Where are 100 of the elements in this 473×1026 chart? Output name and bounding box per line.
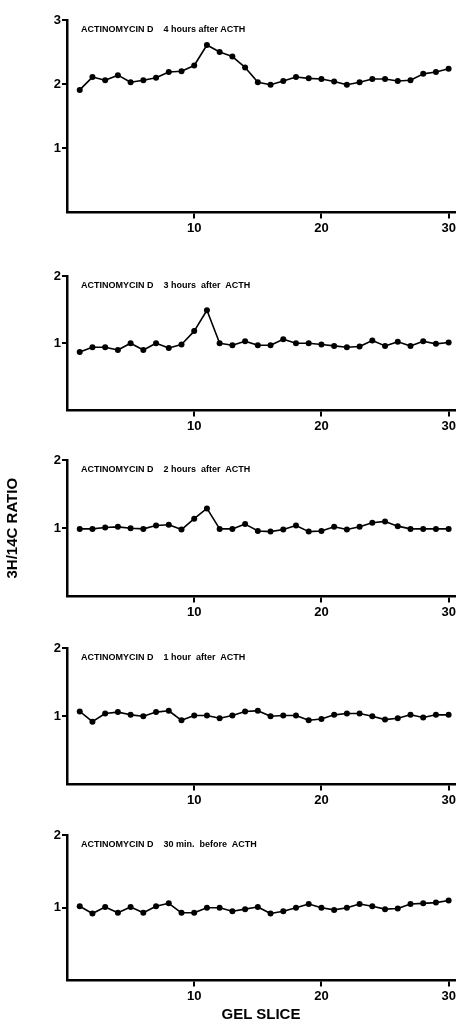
- point: [267, 342, 274, 349]
- x-tick-label: 10: [186, 791, 202, 807]
- point: [153, 74, 160, 81]
- text: ACTINOMYCIN D 3 hours after ACTH: [81, 280, 251, 291]
- point: [305, 901, 312, 908]
- point: [305, 340, 312, 347]
- point: [140, 525, 147, 532]
- point: [318, 341, 325, 348]
- point: [331, 342, 338, 349]
- point: [216, 340, 223, 347]
- x-axis-title: GEL SLICE: [221, 1005, 301, 1023]
- y-tick-label: 3: [53, 11, 61, 27]
- point: [394, 338, 401, 345]
- point: [394, 715, 401, 722]
- x-tick-label: 30: [441, 603, 456, 619]
- point: [114, 346, 121, 353]
- point: [242, 64, 249, 71]
- point: [140, 713, 147, 720]
- point: [165, 707, 172, 714]
- point: [382, 76, 389, 82]
- x-tick-label: 30: [441, 417, 456, 433]
- point: [305, 75, 312, 82]
- point: [356, 79, 363, 86]
- point: [343, 710, 350, 717]
- point: [140, 77, 147, 84]
- x-tick-label: 20: [314, 219, 329, 235]
- point: [102, 77, 109, 84]
- text: ACTINOMYCIN D 30 min. before ACTH: [81, 839, 257, 850]
- point: [102, 903, 109, 910]
- y-tick-label: 2: [53, 826, 61, 842]
- point: [178, 341, 185, 348]
- point: [229, 908, 236, 915]
- point: [127, 903, 134, 910]
- point: [153, 709, 160, 716]
- point: [191, 328, 198, 335]
- point: [432, 340, 439, 347]
- point: [292, 522, 299, 529]
- point: [114, 709, 121, 716]
- point: [242, 906, 249, 913]
- point: [127, 525, 134, 532]
- point: [432, 68, 439, 75]
- point: [407, 901, 414, 908]
- point: [305, 717, 312, 724]
- point: [331, 711, 338, 718]
- point: [153, 522, 160, 529]
- point: [254, 342, 261, 349]
- text: ACTINOMYCIN D 1 hour after ACTH: [81, 652, 246, 663]
- text: ACTINOMYCIN D 2 hours after ACTH: [81, 464, 251, 475]
- text: ACTINOMYCIN D 4 hours after ACTH: [81, 24, 246, 35]
- y-tick-label: 2: [53, 639, 61, 655]
- point: [229, 525, 236, 532]
- y-tick-label: 1: [53, 899, 61, 915]
- point: [432, 525, 439, 532]
- point: [382, 716, 389, 723]
- point: [267, 81, 274, 88]
- point: [102, 344, 109, 351]
- point: [89, 74, 96, 81]
- point: [432, 899, 439, 906]
- x-tick-label: 10: [186, 219, 202, 235]
- point: [140, 909, 147, 916]
- point: [191, 62, 198, 69]
- y-axis-title: 3H/14C RATIO: [3, 477, 21, 579]
- point: [305, 528, 312, 535]
- point: [178, 526, 185, 533]
- point: [114, 72, 121, 79]
- y-tick-label: 1: [53, 519, 61, 535]
- point: [356, 343, 363, 350]
- point: [292, 712, 299, 719]
- point: [356, 710, 363, 717]
- x-tick-label: 20: [314, 417, 329, 433]
- point: [445, 525, 452, 532]
- point: [343, 904, 350, 911]
- point: [178, 68, 185, 75]
- point: [407, 77, 414, 84]
- y-tick-label: 1: [53, 139, 61, 155]
- point: [203, 42, 210, 49]
- x-tick-label: 30: [441, 987, 456, 1003]
- point: [394, 523, 401, 530]
- point: [242, 708, 249, 715]
- point: [102, 524, 109, 531]
- point: [292, 340, 299, 347]
- point: [420, 714, 427, 721]
- point: [318, 527, 325, 534]
- y-tick-label: 2: [53, 75, 61, 91]
- point: [203, 307, 210, 314]
- point: [178, 717, 185, 724]
- y-tick-label: 1: [53, 707, 61, 723]
- point: [140, 346, 147, 353]
- point: [382, 518, 389, 525]
- point: [369, 76, 376, 82]
- point: [76, 525, 83, 532]
- point: [280, 712, 287, 719]
- point: [89, 525, 96, 532]
- point: [229, 342, 236, 349]
- point: [420, 338, 427, 345]
- point: [292, 74, 299, 81]
- point: [165, 521, 172, 528]
- point: [127, 711, 134, 718]
- point: [254, 707, 261, 714]
- point: [76, 708, 83, 715]
